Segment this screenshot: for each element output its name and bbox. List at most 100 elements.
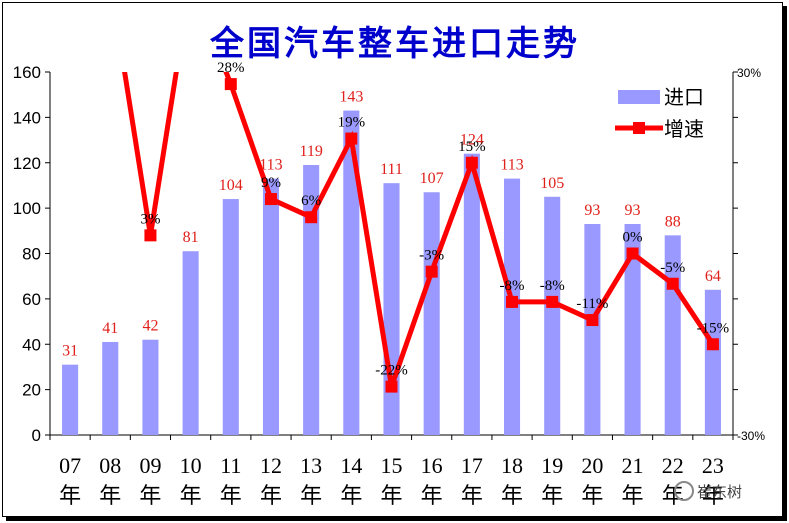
growth-marker [224,78,237,91]
x-tick-label: 16 [421,453,443,478]
x-tick-suffix: 年 [220,483,242,508]
bar-value-label: 31 [62,343,78,360]
x-tick-label: 14 [340,453,362,478]
y-left-tick-label: 100 [13,199,41,218]
x-tick-suffix: 年 [421,483,443,508]
bar-value-label: 81 [183,229,199,246]
bar [182,251,199,435]
growth-marker [706,338,719,351]
bar [584,224,601,435]
bar-value-label: 93 [584,202,600,219]
x-tick-label: 10 [180,453,202,478]
y-left-tick-label: 120 [13,154,41,173]
x-tick-suffix: 年 [260,483,282,508]
bar [544,196,561,435]
bar-value-label: 88 [665,213,681,230]
bar-value-label: 143 [339,89,363,106]
y-left-tick-label: 20 [22,381,41,400]
growth-value-label: -3% [419,248,444,264]
bar-value-label: 42 [142,318,158,335]
growth-marker [305,211,318,224]
growth-line-series [122,72,719,393]
growth-value-label: 6% [301,193,321,209]
watermark: 崔东树 [674,481,742,501]
x-tick-suffix: 年 [380,483,402,508]
growth-marker [465,156,478,169]
growth-value-label: 9% [261,175,281,191]
watermark-icon [674,481,694,501]
x-tick-label: 23 [702,453,724,478]
legend-label-bar: 进口 [664,85,704,109]
growth-value-label: -8% [500,278,525,294]
y-right-tick-label: -30% [737,429,765,443]
bar [62,364,79,435]
bar [303,165,320,436]
bar-series [62,110,721,436]
bar [423,192,440,435]
legend-swatch-bar [618,90,660,104]
y-left-tick-label: 0 [32,426,41,445]
bar-value-label: 104 [219,177,243,194]
bar-value-label: 113 [259,157,282,174]
data-labels: 31 41 42 81 104 113 119 143 111 107 124 113 105 93 93 8… [62,60,729,379]
growth-value-label: 19% [338,115,366,131]
x-tick-suffix: 年 [501,483,523,508]
growth-marker [506,295,519,308]
bar [222,199,239,435]
bar-value-label: 111 [380,161,403,178]
x-tick-suffix: 年 [541,483,563,508]
growth-marker [345,132,358,145]
y-left-tick-label: 80 [22,245,41,264]
bar-value-label: 93 [625,202,641,219]
x-tick-label: 09 [139,453,161,478]
x-tick-label: 21 [622,453,644,478]
growth-value-label: -11% [576,296,608,312]
x-tick-suffix: 年 [622,483,644,508]
x-tick-suffix: 年 [59,483,81,508]
x-tick-label: 11 [220,453,241,478]
growth-marker [385,380,398,393]
x-tick-label: 20 [581,453,603,478]
chart-title: 全国汽车整车进口走势 [209,24,580,64]
bar [463,153,480,436]
y-left-tick-label: 160 [13,63,41,82]
growth-value-label: -22% [375,363,408,379]
x-tick-suffix: 年 [702,483,724,508]
x-tick-suffix: 年 [99,483,121,508]
x-tick-label: 07 [59,453,81,478]
bar [142,339,159,435]
bar-value-label: 41 [102,320,118,337]
watermark-text: 崔东树 [697,483,742,501]
x-tick-suffix: 年 [461,483,483,508]
growth-marker [264,193,277,206]
growth-line [122,72,715,388]
x-tick-label: 12 [260,453,282,478]
x-tick-suffix: 年 [581,483,603,508]
growth-marker [586,314,599,327]
growth-value-label: 3% [140,211,160,227]
bar-value-label: 64 [705,268,721,285]
x-tick-label: 17 [461,453,483,478]
bar-value-label: 113 [500,157,523,174]
bar [102,341,119,435]
bar-value-label: 105 [540,175,564,192]
growth-value-label: -8% [540,278,565,294]
x-tick-label: 19 [541,453,563,478]
growth-value-label: -15% [697,320,730,336]
y-left-tick-label: 60 [22,290,41,309]
x-tick-suffix: 年 [139,483,161,508]
bar-value-label: 124 [460,132,484,149]
bar [262,178,280,435]
y-left-tick-label: 140 [13,108,41,127]
growth-value-label: 28% [217,60,245,76]
x-tick-label: 22 [662,453,684,478]
bar [383,183,400,435]
x-tick-label: 15 [381,453,403,478]
legend-swatch-marker [633,122,645,134]
y-right-tick-label: 30% [737,66,761,80]
growth-marker [546,295,559,308]
bar [343,110,360,435]
x-tick-label: 18 [501,453,523,478]
y-left-tick-label: 40 [22,335,41,354]
